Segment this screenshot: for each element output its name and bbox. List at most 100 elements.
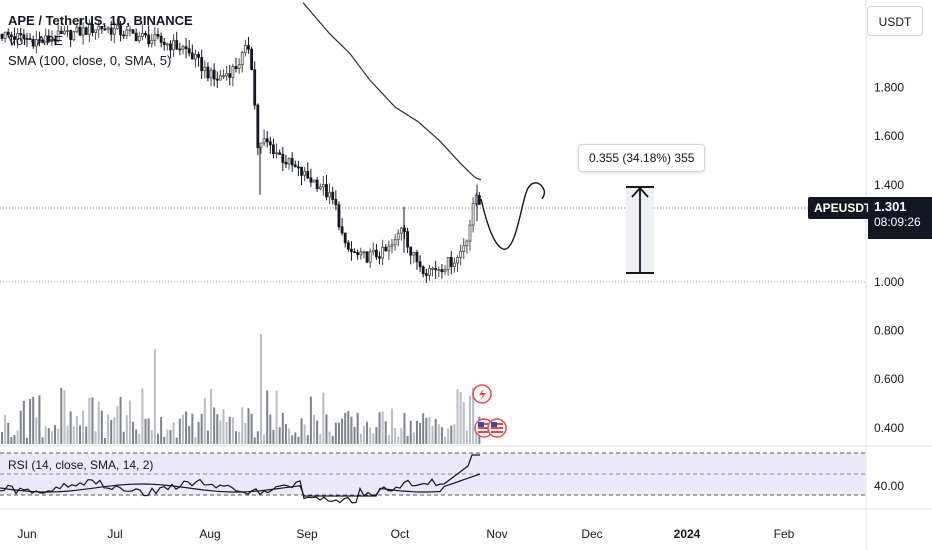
price-tick-label: 0.400 <box>874 421 904 435</box>
candle-body <box>91 24 94 33</box>
volume-bar <box>13 435 16 444</box>
candle-body <box>468 224 472 242</box>
candle-body <box>44 35 48 43</box>
volume-bar <box>366 421 369 444</box>
candle-body <box>390 244 394 247</box>
candle-body <box>428 268 431 276</box>
volume-bar <box>97 401 100 444</box>
volume-bar <box>94 431 97 444</box>
volume-bar <box>294 432 297 444</box>
candle-body <box>243 45 247 53</box>
volume-bar <box>185 411 188 444</box>
volume-bar <box>85 426 88 444</box>
currency-button[interactable]: USDT <box>867 6 923 36</box>
event-markers[interactable] <box>472 384 507 438</box>
candle-body <box>203 66 207 72</box>
volume-bar <box>453 424 456 444</box>
volume-bar <box>1 432 3 444</box>
volume-bar <box>132 421 135 444</box>
volume-bar <box>122 431 125 444</box>
volume-bar <box>135 429 138 444</box>
volume-bar <box>409 420 412 444</box>
candle-body <box>325 184 328 198</box>
volume-bar <box>110 419 113 444</box>
volume-bar <box>35 417 38 444</box>
price-tick-label: 1.600 <box>874 129 904 143</box>
volume-bar <box>57 428 60 444</box>
candle-body <box>293 164 297 168</box>
candle-body <box>25 38 29 40</box>
volume-bar <box>456 389 459 444</box>
volume-legend[interactable]: Vol · APE <box>8 33 63 48</box>
time-tick-label: Dec <box>581 527 602 541</box>
candle-body <box>38 39 41 42</box>
volume-bar <box>213 407 216 444</box>
volume-bar <box>72 425 75 444</box>
volume-bar <box>222 409 225 444</box>
candle-body <box>477 195 481 205</box>
candle-body <box>396 232 400 241</box>
volume-bar <box>434 418 437 444</box>
symbol-price-tag: APEUSDT <box>808 197 878 219</box>
volume-bar <box>54 424 57 444</box>
price-tick-label: 0.600 <box>874 372 904 386</box>
candle-body <box>56 30 60 42</box>
rsi-ma-line <box>0 473 481 497</box>
candle-body <box>374 249 378 258</box>
price-range-measure[interactable] <box>626 186 654 274</box>
candle-body <box>281 153 285 163</box>
volume-bar <box>125 415 128 444</box>
price-tick-label: 1.400 <box>874 178 904 192</box>
volume-bar <box>263 434 266 444</box>
candle-body <box>359 251 363 256</box>
candle-body <box>412 252 416 256</box>
symbol-title[interactable]: APE / TetherUS, 1D, BINANCE <box>8 13 193 28</box>
volume-bar <box>144 418 147 444</box>
volume-bar <box>419 422 422 444</box>
volume-bar <box>462 402 465 444</box>
volume-bar <box>210 388 213 444</box>
candle-body <box>456 257 459 264</box>
volume-bar <box>197 421 200 444</box>
candle-body <box>9 34 13 38</box>
volume-bar <box>157 433 159 444</box>
candle-body <box>259 142 263 149</box>
candle-body <box>172 40 176 51</box>
volume-bar <box>188 425 191 444</box>
candle-body <box>384 246 388 252</box>
candle-body <box>300 166 303 176</box>
volume-bar <box>153 349 156 444</box>
volume-bar <box>16 430 19 444</box>
volume-bar <box>113 417 116 444</box>
candle-body <box>265 138 269 143</box>
volume-bar <box>322 392 325 444</box>
candle-body <box>206 66 210 79</box>
candle-body <box>256 104 260 149</box>
candle-body <box>234 66 238 69</box>
candle-body <box>278 152 282 155</box>
candle-body <box>418 261 422 268</box>
volume-bar <box>82 410 85 444</box>
volume-bar <box>191 413 194 444</box>
volume-bar <box>266 390 269 444</box>
volume-bar <box>328 431 331 444</box>
rsi-legend[interactable]: RSI (14, close, SMA, 14, 2) <box>8 458 154 472</box>
projection-curve[interactable] <box>480 182 546 250</box>
volume-bar <box>206 430 209 444</box>
candle-body <box>437 269 441 271</box>
volume-bar <box>278 427 281 444</box>
volume-bar <box>22 401 25 444</box>
candle-body <box>240 52 244 66</box>
candle-body <box>222 75 225 78</box>
candle-body <box>122 34 126 37</box>
volume-bar <box>244 422 247 444</box>
volume-bar <box>107 414 110 444</box>
volume-bar <box>29 399 32 444</box>
volume-bar <box>275 390 278 444</box>
price-tick-label: 1.000 <box>874 275 904 289</box>
candle-body <box>22 34 26 39</box>
candle-body <box>131 29 135 34</box>
candle-body <box>159 35 163 43</box>
sma-legend[interactable]: SMA (100, close, 0, SMA, 5) <box>8 53 172 68</box>
